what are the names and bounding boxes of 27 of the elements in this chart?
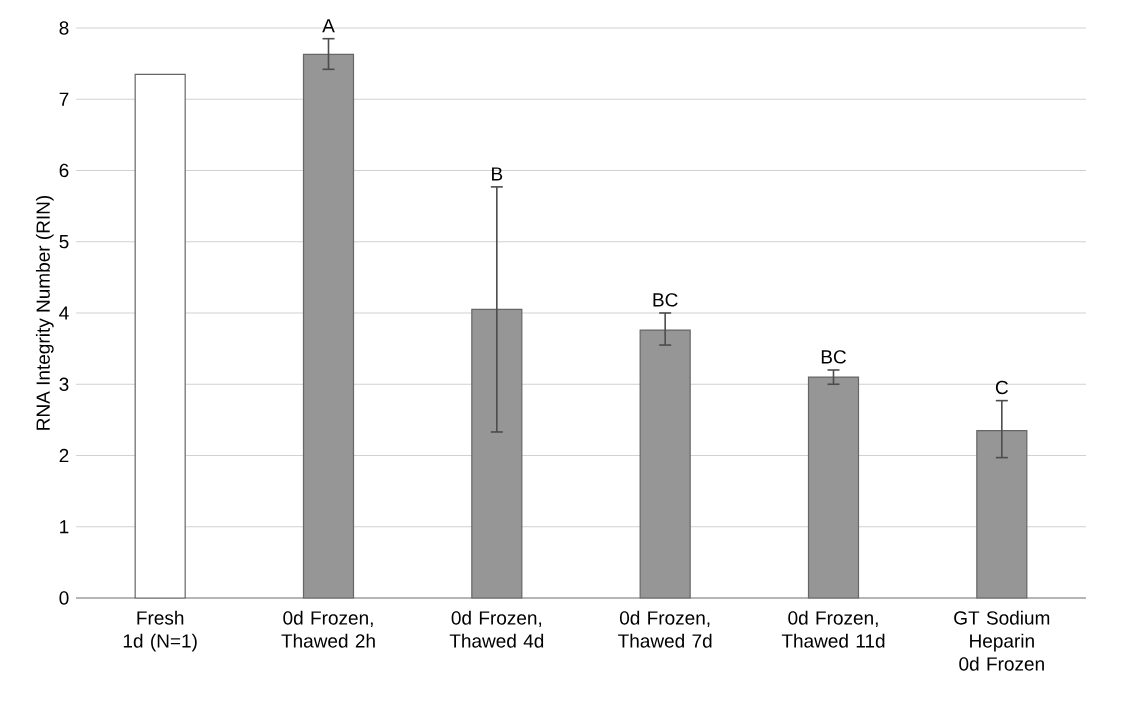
bar [976, 429, 1028, 599]
annotation: C [995, 380, 1008, 395]
x-tick-label: Fresh 1d (N=1) [123, 610, 197, 652]
y-tick-label: 8 [59, 21, 69, 35]
x-tick-label: GT Sodium Heparin 0d Frozen [954, 610, 1050, 671]
annotation: A [322, 19, 335, 33]
x-tick-label: 0d Frozen, Thawed 11d [781, 610, 885, 648]
y-axis-title: RNA Integrity Number (RIN) [35, 195, 54, 430]
bar [302, 53, 355, 599]
y-tick-label: 0 [59, 591, 69, 605]
y-tick-label: 3 [59, 377, 69, 391]
y-tick-label: 4 [59, 306, 69, 320]
annotation: BC [821, 350, 846, 364]
bar [807, 376, 860, 599]
x-tick-label: 0d Frozen, Thawed 4d [449, 610, 544, 648]
bar [639, 329, 691, 599]
x-tick-label: 0d Frozen, Thawed 7d [618, 610, 712, 648]
annotation: BC [653, 293, 678, 307]
bar [471, 308, 523, 599]
y-tick-label: 1 [60, 520, 69, 534]
annotation: B [492, 167, 503, 181]
x-tick-label: 0d Frozen, Thawed 2h [281, 610, 375, 648]
y-tick-label: 5 [59, 235, 69, 249]
bar [134, 73, 186, 599]
y-tick-label: 2 [59, 448, 69, 463]
y-tick-label: 7 [59, 92, 69, 106]
y-tick-label: 6 [59, 163, 69, 178]
